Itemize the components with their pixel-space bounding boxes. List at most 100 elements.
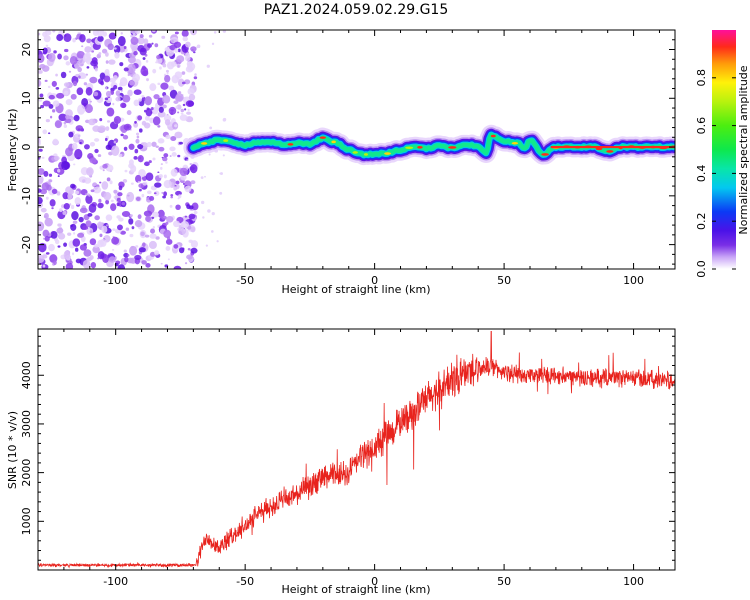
noise-blob <box>148 240 157 250</box>
noise-blob <box>185 52 191 59</box>
noise-blob <box>72 38 76 43</box>
noise-blob <box>138 247 146 253</box>
noise-blob <box>115 90 121 97</box>
noise-blob <box>117 86 123 91</box>
noise-blob <box>113 45 121 54</box>
noise-blob <box>137 115 143 121</box>
noise-blob <box>85 87 93 96</box>
noise-blob <box>184 185 192 193</box>
noise-blob <box>65 262 74 269</box>
noise-blob <box>173 186 178 191</box>
noise-blob <box>154 190 160 196</box>
noise-blob <box>83 82 88 86</box>
noise-blob <box>63 242 68 247</box>
noise-blob <box>174 131 183 139</box>
noise-blob <box>76 50 85 59</box>
noise-blob <box>152 157 156 161</box>
noise-blob <box>177 48 181 53</box>
noise-blob <box>157 82 161 86</box>
noise-blob <box>138 188 142 192</box>
noise-blob <box>57 168 61 173</box>
noise-blob <box>40 207 47 213</box>
noise-blob <box>169 146 176 152</box>
noise-blob <box>97 78 104 85</box>
noise-blob <box>150 106 154 111</box>
noise-blob <box>177 197 180 200</box>
noise-blob <box>127 66 134 76</box>
noise-blob <box>109 180 113 185</box>
noise-blob <box>111 145 120 157</box>
noise-blob <box>82 179 86 183</box>
noise-blob <box>45 196 49 200</box>
noise-blob <box>113 115 122 124</box>
noise-blob <box>179 141 183 145</box>
noise-blob <box>149 196 155 201</box>
noise-blob <box>144 109 147 113</box>
noise-blob <box>99 117 103 122</box>
noise-blob <box>141 260 147 265</box>
ridge-hotspot <box>287 143 294 146</box>
noise-blob <box>125 227 130 231</box>
noise-blob <box>112 75 118 81</box>
ridge-hotspot <box>319 136 326 139</box>
noise-blob <box>38 70 43 74</box>
noise-blob <box>92 30 99 37</box>
noise-blob <box>187 100 195 107</box>
noise-blob <box>102 169 105 172</box>
noise-blob <box>38 54 45 63</box>
noise-blob <box>141 65 147 71</box>
noise-blob <box>106 177 111 182</box>
noise-blob <box>161 35 166 39</box>
colorbar-tick-label: 0.6 <box>695 117 708 135</box>
noise-blob <box>179 167 188 177</box>
noise-blob <box>120 133 124 137</box>
noise-blob <box>160 82 169 90</box>
noise-blob <box>182 103 186 107</box>
noise-blob <box>55 87 60 90</box>
noise-blob <box>168 106 177 115</box>
snr-series-line <box>38 331 675 569</box>
noise-blob <box>112 102 115 106</box>
noise-blob <box>41 156 45 159</box>
noise-blob <box>144 115 150 121</box>
noise-blob <box>105 214 113 221</box>
noise-blob <box>194 73 197 76</box>
noise-blob <box>93 91 99 97</box>
noise-blob <box>186 254 193 260</box>
noise-blob <box>65 114 70 120</box>
noise-blob <box>133 121 139 128</box>
noise-blob <box>193 51 196 54</box>
noise-blob <box>101 225 108 234</box>
noise-blob <box>116 197 121 203</box>
noise-blob <box>50 115 53 119</box>
noise-blob <box>176 104 182 110</box>
noise-blob <box>73 163 76 166</box>
noise-blob <box>145 172 154 181</box>
noise-blob <box>71 210 79 221</box>
noise-blob <box>135 138 140 144</box>
noise-blob <box>173 100 179 104</box>
noise-blob <box>94 148 99 154</box>
noise-blob <box>55 73 58 77</box>
noise-blob <box>134 254 142 261</box>
noise-blob <box>86 66 90 69</box>
spectrogram-frame <box>37 29 676 270</box>
noise-blob <box>106 107 115 117</box>
noise-blob <box>65 61 71 66</box>
noise-blob <box>108 32 117 40</box>
noise-blob <box>126 110 132 116</box>
noise-blob <box>112 228 116 232</box>
noise-blob <box>74 148 83 160</box>
noise-blob <box>180 112 184 115</box>
ridge-hotspot <box>417 146 423 149</box>
noise-blob <box>90 189 95 193</box>
x-tick-label: 50 <box>497 274 511 287</box>
noise-blob <box>111 236 120 245</box>
noise-blob <box>108 93 111 96</box>
noise-blob <box>137 37 145 45</box>
noise-blob <box>74 133 81 138</box>
colorbar-ticks: 0.0 0.2 0.4 0.6 0.8 <box>695 69 736 278</box>
noise-blob <box>126 191 135 203</box>
noise-blob <box>124 256 129 263</box>
noise-blob <box>83 249 92 257</box>
